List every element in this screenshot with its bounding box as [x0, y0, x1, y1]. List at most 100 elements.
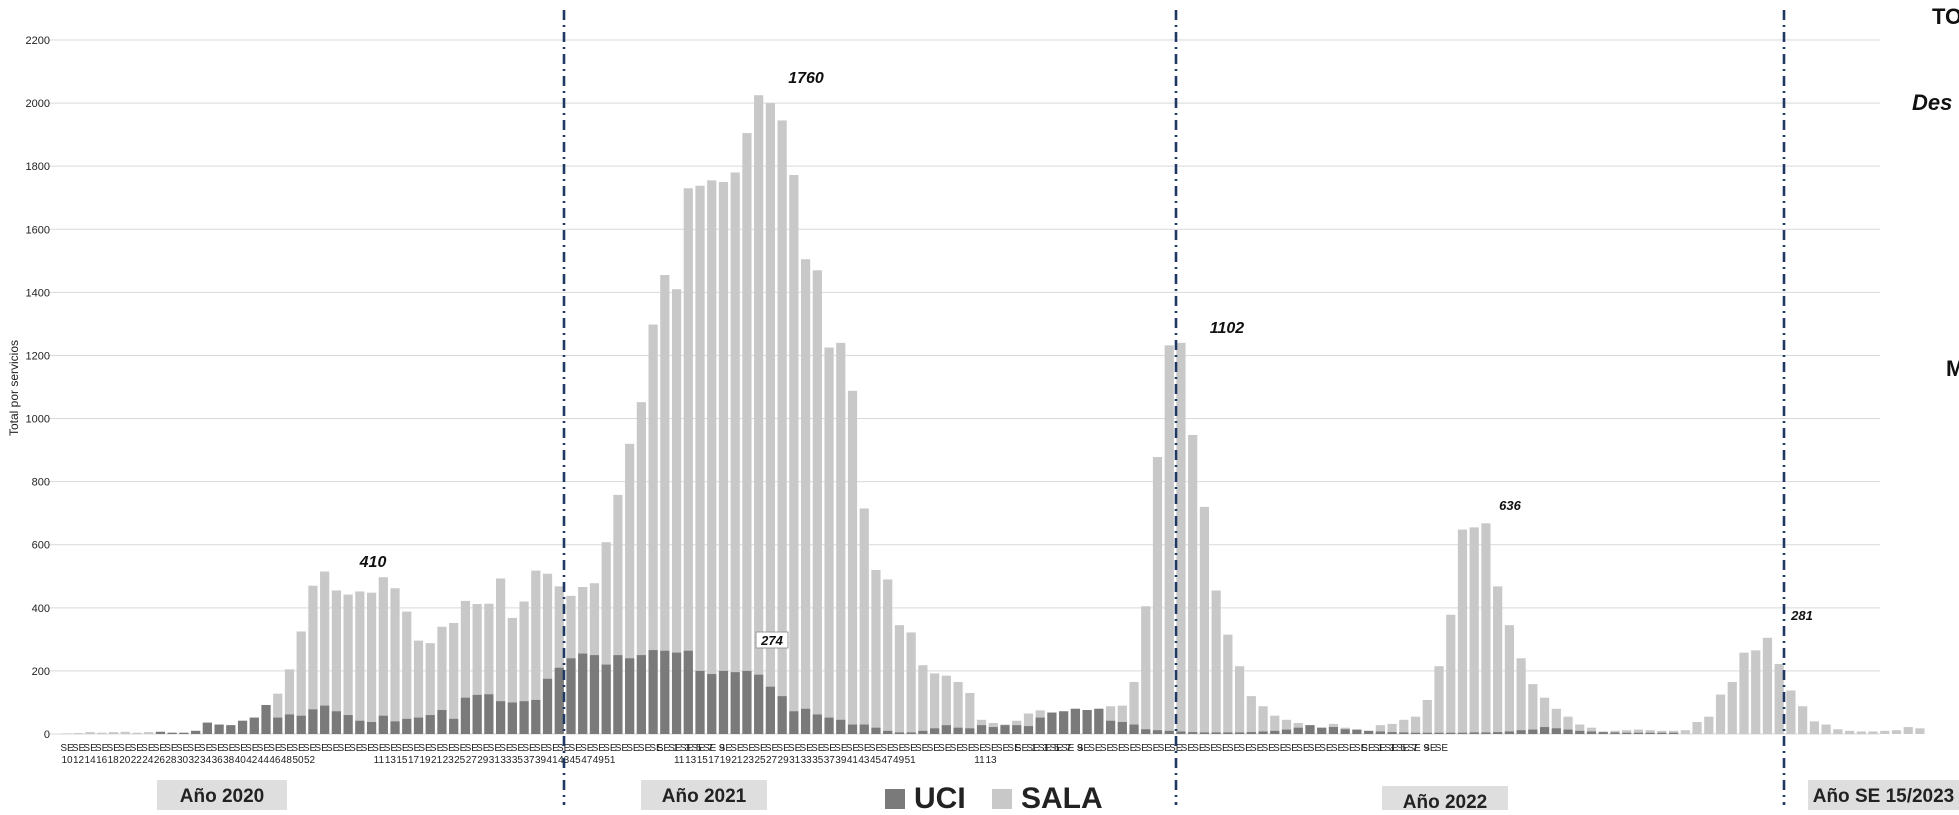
x-tick-label: SE	[1238, 743, 1252, 754]
bar-uci	[496, 701, 506, 734]
bar-sala	[97, 732, 107, 734]
x-tick-label: SE	[1342, 743, 1356, 754]
x-tick-label: 23	[743, 755, 755, 766]
x-tick-label: 32	[188, 755, 200, 766]
y-tick-label: 400	[32, 603, 50, 615]
x-tick-label: SE	[603, 743, 617, 754]
edge-text-middle: Des	[1912, 90, 1952, 115]
bar-uci	[554, 667, 564, 734]
bar-uci	[1399, 732, 1409, 734]
bar-sala	[824, 347, 834, 734]
x-tick-label: SE	[915, 743, 929, 754]
year-label: Año 2022	[1403, 792, 1487, 810]
x-tick-label: 23	[443, 755, 455, 766]
bar-sala	[1516, 658, 1526, 734]
x-tick-label: SE	[441, 743, 455, 754]
legend-swatch-sala	[992, 789, 1012, 809]
x-tick-label: SE	[1169, 743, 1183, 754]
bar-uci	[1516, 730, 1526, 734]
x-tick-label: 34	[200, 755, 212, 766]
x-tick-label: 21	[431, 755, 443, 766]
peak-annotation: 410	[359, 554, 387, 571]
x-tick-label: SE	[1088, 743, 1102, 754]
x-tick-label: SE	[1262, 743, 1276, 754]
x-tick-label: SE	[869, 743, 883, 754]
y-tick-label: 1600	[26, 224, 50, 236]
bar-sala	[73, 733, 83, 734]
x-tick-label: SE	[1146, 743, 1160, 754]
x-tick-label: SE	[846, 743, 860, 754]
bar-uci	[1258, 731, 1268, 734]
bar-sala	[402, 611, 412, 734]
x-tick-label: SE 1	[1015, 743, 1037, 754]
x-tick-label: SE	[615, 743, 629, 754]
x-tick-label: SE 1	[657, 743, 679, 754]
x-tick-label: 28	[165, 755, 177, 766]
bar-uci	[1340, 729, 1350, 734]
x-tick-label: SE	[1204, 743, 1218, 754]
bar-uci	[1023, 726, 1034, 734]
bar-sala	[132, 732, 142, 734]
bar-uci	[296, 715, 306, 734]
x-tick-label: SE	[800, 743, 814, 754]
bar-sala	[120, 731, 130, 734]
year-label-box	[641, 780, 767, 810]
x-tick-label: SE	[857, 743, 871, 754]
bar-uci	[1504, 731, 1514, 734]
bar-uci	[507, 702, 517, 734]
x-tick-label: SE 7	[1049, 743, 1071, 754]
x-tick-label: SE	[880, 743, 894, 754]
bar-uci	[1094, 708, 1104, 734]
bar-uci	[1622, 732, 1632, 734]
bar-uci	[742, 670, 752, 734]
y-tick-label: 1000	[26, 414, 50, 426]
bar-sala	[1176, 342, 1186, 734]
x-tick-label: SE	[83, 743, 97, 754]
year-label: Año 2021	[662, 786, 747, 807]
bar-sala	[1504, 625, 1514, 734]
bar-uci	[847, 724, 858, 734]
bar-uci	[930, 728, 940, 734]
x-tick-label: SE	[1285, 743, 1299, 754]
bar-sala	[953, 681, 963, 734]
bar-sala	[343, 594, 353, 734]
x-tick-label: 33	[801, 755, 813, 766]
bar-sala	[1891, 730, 1902, 734]
bar-uci	[1223, 732, 1233, 734]
x-tick-label: SE	[499, 743, 513, 754]
bar-uci	[1047, 712, 1057, 734]
bar-sala	[894, 625, 905, 734]
bar-uci	[1410, 732, 1421, 734]
bar-sala	[437, 626, 447, 734]
x-tick-label: SE	[164, 743, 178, 754]
peak-annotation: 281	[1790, 608, 1813, 623]
x-tick-label: 35	[812, 755, 824, 766]
x-tick-label: 25	[754, 755, 766, 766]
bar-sala	[859, 508, 869, 734]
bar-sala	[800, 259, 811, 734]
bar-uci	[542, 678, 553, 734]
bar-sala	[554, 586, 564, 734]
bar-sala	[355, 591, 365, 734]
bar-uci	[1059, 711, 1069, 734]
bar-sala	[1786, 690, 1796, 734]
x-tick-label: SE	[1123, 743, 1137, 754]
x-tick-label: SE	[118, 743, 132, 754]
x-tick-label: SE 1	[1361, 743, 1383, 754]
y-tick-label: 1400	[26, 287, 50, 299]
x-tick-label: SE	[245, 743, 259, 754]
x-tick-label: 31	[789, 755, 801, 766]
bar-uci	[1657, 732, 1667, 734]
year-label-box	[157, 780, 287, 810]
x-tick-label: SE	[927, 743, 941, 754]
x-tick-label: SE	[1100, 743, 1114, 754]
bar-uci	[1352, 729, 1362, 734]
annotations: 410 1760 274 1102 636 281	[359, 70, 1813, 649]
bar-uci	[707, 674, 717, 734]
bar-sala	[1152, 457, 1163, 734]
x-tick-label: SE	[1192, 743, 1206, 754]
x-axis-ticks: SE10SE12SE14SE16SE18SE20SE22SE24SE26SE28…	[60, 743, 1448, 766]
grid-lines	[48, 39, 1880, 735]
x-tick-label: SE	[384, 743, 398, 754]
bar-sala	[1129, 681, 1139, 734]
